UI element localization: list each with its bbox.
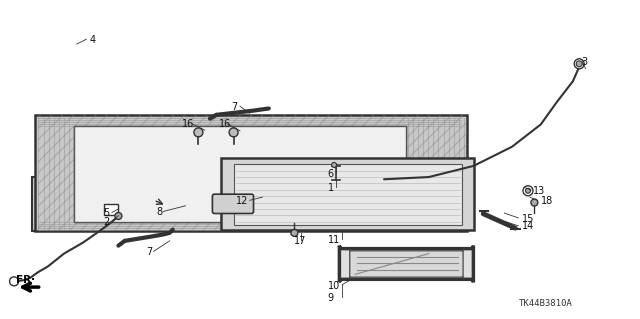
Text: 17: 17: [294, 236, 307, 246]
Circle shape: [523, 186, 533, 196]
Circle shape: [531, 199, 538, 206]
Polygon shape: [221, 158, 474, 230]
Circle shape: [229, 128, 238, 137]
Text: 18: 18: [541, 196, 554, 206]
Text: 2: 2: [104, 217, 110, 227]
Polygon shape: [35, 115, 467, 231]
Text: 14: 14: [522, 221, 534, 232]
Text: 16: 16: [182, 119, 195, 130]
Text: 8: 8: [156, 207, 163, 217]
Text: 7: 7: [146, 247, 152, 257]
Text: TK44B3810A: TK44B3810A: [518, 299, 572, 308]
Text: 9: 9: [328, 293, 334, 303]
Bar: [104, 204, 118, 215]
FancyBboxPatch shape: [212, 194, 253, 213]
Circle shape: [194, 128, 203, 137]
Polygon shape: [74, 126, 406, 222]
Circle shape: [115, 212, 122, 219]
Circle shape: [10, 277, 19, 286]
Text: 6: 6: [328, 169, 334, 179]
Text: 5: 5: [104, 208, 110, 218]
Circle shape: [525, 188, 531, 193]
Text: 12: 12: [236, 196, 248, 206]
FancyBboxPatch shape: [349, 250, 463, 278]
Circle shape: [574, 59, 584, 69]
Circle shape: [576, 61, 582, 67]
Text: 3: 3: [581, 57, 588, 67]
Polygon shape: [42, 182, 212, 227]
FancyBboxPatch shape: [339, 246, 474, 282]
Circle shape: [291, 229, 298, 236]
Text: 10: 10: [328, 280, 340, 291]
Text: 11: 11: [328, 235, 340, 245]
Text: FR·: FR·: [16, 275, 35, 285]
Text: 16: 16: [219, 119, 231, 130]
Text: 4: 4: [90, 35, 96, 45]
Polygon shape: [32, 177, 221, 231]
Text: 13: 13: [532, 186, 545, 196]
Circle shape: [332, 162, 337, 167]
Polygon shape: [74, 126, 406, 222]
Text: 7: 7: [232, 102, 238, 112]
Text: 1: 1: [328, 182, 334, 193]
Text: 15: 15: [522, 213, 534, 224]
Polygon shape: [234, 164, 462, 225]
